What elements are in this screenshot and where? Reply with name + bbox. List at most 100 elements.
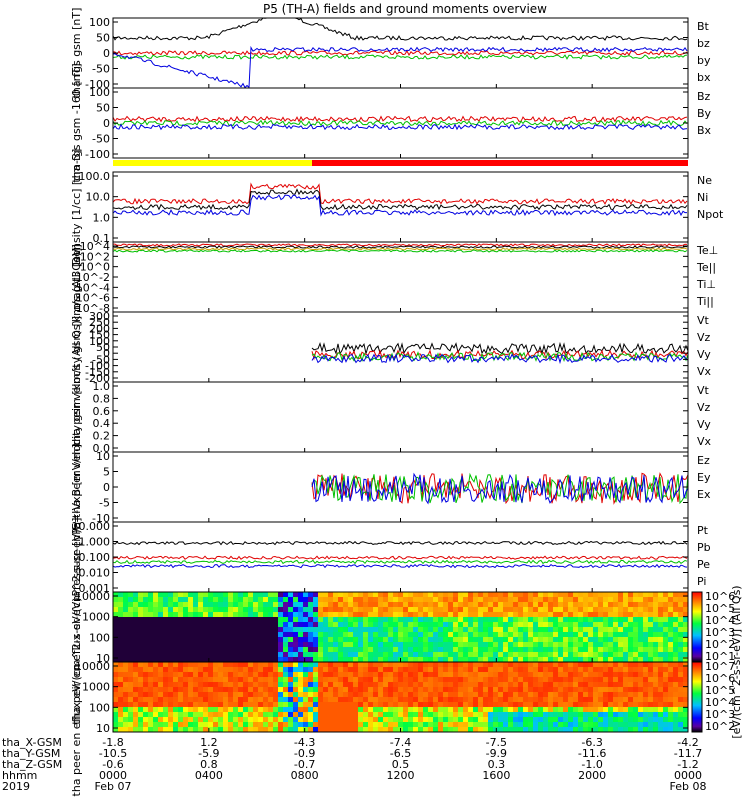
spectrogram-cell xyxy=(123,672,129,678)
colorbar-tick: 10^4 xyxy=(705,696,735,709)
spectrogram-cell xyxy=(183,717,189,723)
mode-bar-slow xyxy=(113,160,312,166)
y-tick-label: 1000 xyxy=(82,681,110,694)
spectrogram-cell xyxy=(583,697,589,703)
spectrogram-cell xyxy=(158,612,164,618)
spectrogram-cell xyxy=(263,707,269,713)
spectrogram-cell xyxy=(523,612,529,618)
spectrogram-cell xyxy=(318,717,324,723)
spectrogram-cell xyxy=(548,667,554,673)
spectrogram-cell xyxy=(303,657,309,663)
spectrogram-cell xyxy=(368,692,374,698)
spectrogram-cell xyxy=(283,632,289,638)
spectrogram-cell xyxy=(393,672,399,678)
spectrogram-cell xyxy=(493,627,499,633)
time-axis-value: -6.3 xyxy=(581,736,602,749)
spectrogram-cell xyxy=(193,617,199,623)
spectrogram-cell xyxy=(173,727,179,733)
spectrogram-cell xyxy=(338,667,344,673)
spectrogram-cell xyxy=(438,717,444,723)
spectrogram-cell xyxy=(298,707,304,713)
spectrogram-cell xyxy=(273,622,279,628)
spectrogram-cell xyxy=(658,657,664,663)
spectrogram-cell xyxy=(458,627,464,633)
spectrogram-cell xyxy=(448,707,454,713)
spectrogram-cell xyxy=(348,657,354,663)
spectrogram-cell xyxy=(398,637,404,643)
spectrogram-cell xyxy=(483,612,489,618)
spectrogram-cell xyxy=(673,617,679,623)
spectrogram-cell xyxy=(663,672,669,678)
spectrogram-cell xyxy=(178,707,184,713)
y-tick-label: 0.010 xyxy=(79,567,111,580)
spectrogram-cell xyxy=(458,632,464,638)
spectrogram-cell xyxy=(438,607,444,613)
spectrogram-cell xyxy=(498,607,504,613)
spectrogram-cell xyxy=(258,707,264,713)
spectrogram-cell xyxy=(598,632,604,638)
spectrogram-cell xyxy=(208,627,214,633)
spectrogram-cell xyxy=(493,717,499,723)
spectrogram-cell xyxy=(333,677,339,683)
spectrogram-cell xyxy=(293,677,299,683)
spectrogram-cell xyxy=(208,662,214,668)
spectrogram-cell xyxy=(358,707,364,713)
spectrogram-cell xyxy=(478,697,484,703)
spectrogram-cell xyxy=(383,687,389,693)
spectrogram-cell xyxy=(138,697,144,703)
spectrogram-cell xyxy=(443,727,449,733)
spectrogram-cell xyxy=(188,717,194,723)
spectrogram-cell xyxy=(543,727,549,733)
spectrogram-cell xyxy=(538,627,544,633)
spectrogram-cell xyxy=(453,707,459,713)
spectrogram-cell xyxy=(333,727,339,733)
spectrogram-cell xyxy=(383,712,389,718)
spectrogram-cell xyxy=(433,707,439,713)
spectrogram-cell xyxy=(118,707,124,713)
spectrogram-cell xyxy=(258,632,264,638)
spectrogram-cell xyxy=(148,682,154,688)
y-tick-label: 50 xyxy=(96,102,110,115)
spectrogram-cell xyxy=(313,717,319,723)
spectrogram-cell xyxy=(348,692,354,698)
spectrogram-cell xyxy=(408,712,414,718)
spectrogram-cell xyxy=(413,632,419,638)
spectrogram-cell xyxy=(633,672,639,678)
spectrogram-cell xyxy=(478,637,484,643)
spectrogram-cell xyxy=(458,682,464,688)
spectrogram-cell xyxy=(153,722,159,728)
spectrogram-cell xyxy=(123,692,129,698)
spectrogram-cell xyxy=(163,692,169,698)
spectrogram-cell xyxy=(538,602,544,608)
spectrogram-cell xyxy=(143,687,149,693)
spectrogram-cell xyxy=(378,612,384,618)
spectrogram-cell xyxy=(608,627,614,633)
spectrogram-cell xyxy=(188,702,194,708)
spectrogram-cell xyxy=(193,687,199,693)
spectrogram-cell xyxy=(158,692,164,698)
spectrogram-cell xyxy=(388,662,394,668)
spectrogram-cell xyxy=(628,712,634,718)
spectrogram-cell xyxy=(173,677,179,683)
spectrogram-cell xyxy=(578,647,584,653)
spectrogram-cell xyxy=(243,682,249,688)
spectrogram-cell xyxy=(678,682,684,688)
spectrogram-cell xyxy=(633,652,639,658)
spectrogram-cell xyxy=(288,602,294,608)
spectrogram-cell xyxy=(648,592,654,598)
spectrogram-cell xyxy=(413,622,419,628)
spectrogram-cell xyxy=(398,712,404,718)
spectrogram-cell xyxy=(118,682,124,688)
spectrogram-cell xyxy=(318,707,324,713)
spectrogram-cell xyxy=(418,692,424,698)
spectrogram-cell xyxy=(273,602,279,608)
spectrogram-cell xyxy=(243,672,249,678)
spectrogram-cell xyxy=(498,712,504,718)
spectrogram-cell xyxy=(553,692,559,698)
series-Npot xyxy=(112,194,687,217)
spectrogram-cell xyxy=(418,622,424,628)
spectrogram-cell xyxy=(613,707,619,713)
spectrogram-cell xyxy=(228,712,234,718)
spectrogram-cell xyxy=(668,602,674,608)
spectrogram-cell xyxy=(513,592,519,598)
